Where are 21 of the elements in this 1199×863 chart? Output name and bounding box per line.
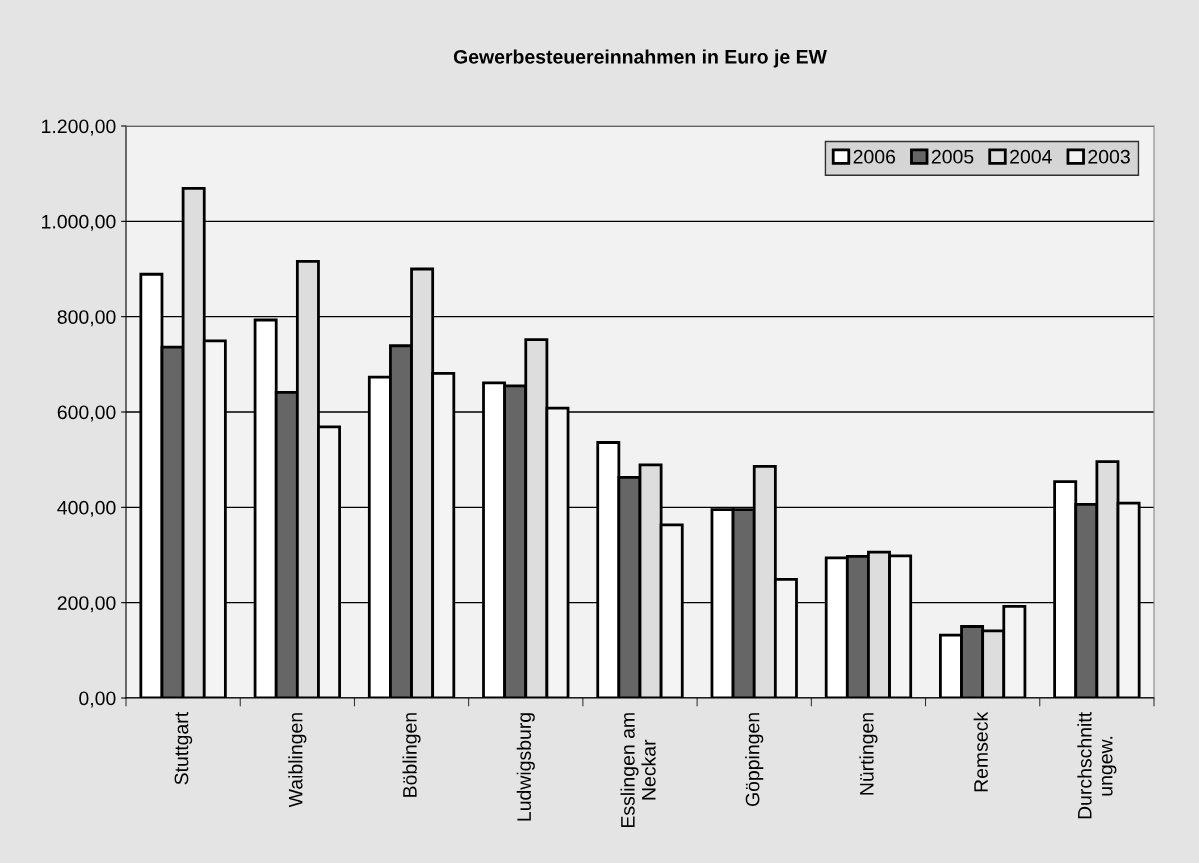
x-tick-label: Remseck xyxy=(973,711,988,792)
legend-label: 2006 xyxy=(853,149,896,164)
x-tick-label: Nürtingen xyxy=(859,713,878,795)
y-tick-label: 0,00 xyxy=(79,691,116,708)
x-tick-label: Böblingen xyxy=(402,713,421,797)
legend-label: 2003 xyxy=(1088,149,1130,164)
y-tick-label: 1.000,00 xyxy=(42,214,116,231)
y-tick-label: 400,00 xyxy=(57,500,116,517)
y-tick-label: 800,00 xyxy=(57,310,116,327)
x-tick-label: Waiblingen xyxy=(288,713,307,808)
y-tick-label: 200,00 xyxy=(57,596,116,613)
y-tick-label: 600,00 xyxy=(57,405,116,422)
legend-label: 2004 xyxy=(1010,149,1052,164)
legend-label: 2005 xyxy=(931,149,974,164)
x-tick-label: Ludwigsburg xyxy=(516,713,535,821)
x-tick-label: Durchschnitt ungew. xyxy=(1077,712,1117,819)
x-tick-label: Esslingen am Neckar xyxy=(620,713,656,828)
chart-title: Gewerbesteuereinnahmen in Euro je EW xyxy=(453,49,827,68)
x-tick-label: Göppingen xyxy=(745,713,764,807)
y-tick-label: 1.200,00 xyxy=(42,119,116,136)
x-tick-label: Stuttgart xyxy=(174,712,193,785)
